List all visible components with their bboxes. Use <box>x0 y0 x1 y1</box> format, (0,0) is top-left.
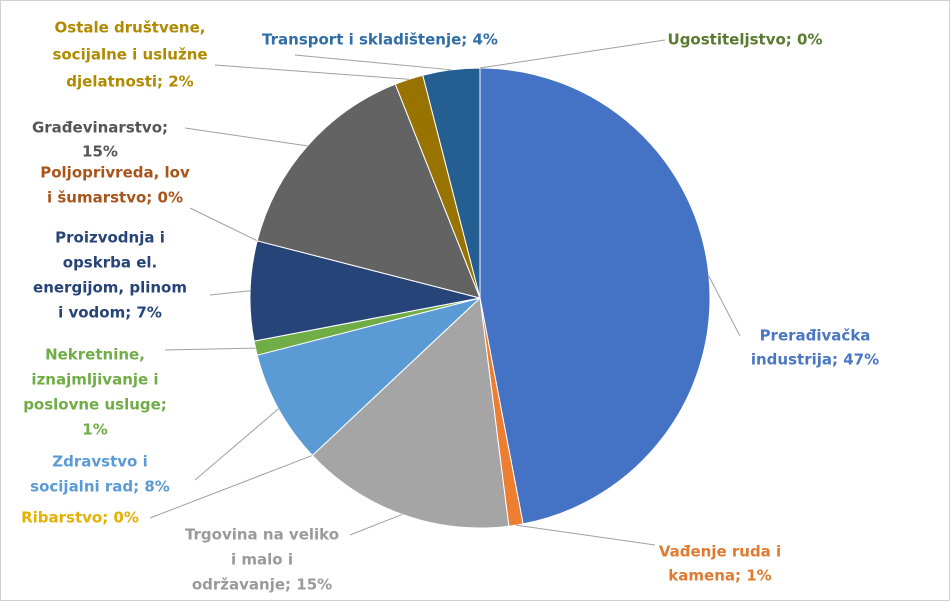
pie-slice <box>249 240 481 342</box>
data-label: Proizvodnja i <box>55 229 165 247</box>
pie-slice <box>311 296 510 529</box>
data-label: Prerađivačka <box>760 327 871 345</box>
leader-line <box>479 39 666 69</box>
data-label: Ribarstvo; 0% <box>21 509 139 527</box>
leader-line <box>189 207 258 242</box>
data-label: Građevinarstvo; <box>32 119 168 137</box>
data-label: industrija; 47% <box>751 351 879 369</box>
data-label: socijalni rad; 8% <box>30 478 170 496</box>
leader-line <box>149 454 313 519</box>
leader-line <box>708 276 741 337</box>
leader-line <box>184 127 308 147</box>
data-label: Ostale društvene, <box>55 19 206 37</box>
leader-line <box>515 524 656 546</box>
data-label: poslovne usluge; <box>23 396 167 414</box>
data-label: iznajmljivanje i <box>31 371 158 389</box>
data-label: i šumarstvo; 0% <box>47 189 183 207</box>
data-label: Nekretnine, <box>45 346 145 364</box>
data-label: i malo i <box>231 551 293 569</box>
data-label: Zdravstvo i <box>52 453 147 471</box>
data-label: održavanje; 15% <box>192 576 332 594</box>
leader-line <box>214 64 409 80</box>
leader-line <box>349 513 403 536</box>
data-label: Ugostiteljstvo; 0% <box>668 31 823 49</box>
leader-line <box>164 347 256 351</box>
data-label: Trgovina na veliko <box>185 526 339 544</box>
pie-slice <box>479 67 711 525</box>
data-label: djelatnosti; 2% <box>66 73 193 91</box>
data-label: 15% <box>82 143 118 161</box>
data-label: Transport i skladištenje; 4% <box>262 31 498 49</box>
leader-line <box>294 54 452 71</box>
data-label: opskrba el. <box>63 254 157 272</box>
data-label: Vađenje ruda i <box>659 543 781 561</box>
data-label: kamena; 1% <box>668 567 771 585</box>
data-label: energijom, plinom <box>33 279 187 297</box>
data-label: i vodom; 7% <box>58 304 162 322</box>
data-label: 1% <box>82 421 107 439</box>
data-label: Poljoprivreda, lov <box>40 164 190 182</box>
leader-line <box>209 290 251 296</box>
leader-line <box>194 408 279 481</box>
data-label: socijalne i uslužne <box>52 46 207 64</box>
